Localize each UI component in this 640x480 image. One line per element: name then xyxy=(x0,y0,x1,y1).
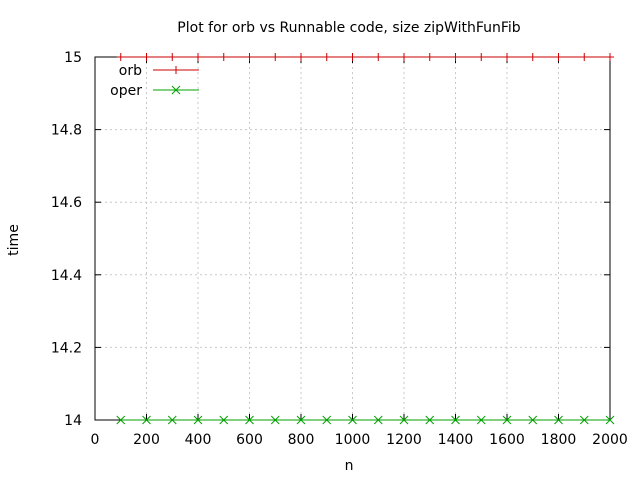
x-axis-label: n xyxy=(345,458,354,474)
series-orb-point xyxy=(168,53,177,61)
y-tick-label: 14 xyxy=(64,413,82,429)
x-tick-label: 600 xyxy=(236,432,263,448)
series-oper-point xyxy=(528,415,538,425)
x-tick-label: 200 xyxy=(133,432,160,448)
series-oper-point xyxy=(554,415,563,425)
grid xyxy=(95,57,610,420)
series-oper-point xyxy=(476,415,486,425)
x-tick-label: 400 xyxy=(185,432,212,448)
series-orb-point xyxy=(580,53,589,61)
legend: orb oper xyxy=(110,63,199,99)
series-orb-point xyxy=(503,53,511,61)
series-orb xyxy=(116,53,614,61)
chart-title: Plot for orb vs Runnable code, size zipW… xyxy=(177,20,520,36)
x-tick-label: 0 xyxy=(91,432,100,448)
legend-label-orb: orb xyxy=(119,63,142,79)
series-oper xyxy=(116,415,615,425)
series-oper-point xyxy=(322,415,332,425)
series-oper-point xyxy=(142,415,151,425)
series-oper-point xyxy=(605,415,615,425)
series-orb-point xyxy=(245,53,254,61)
y-tick-label: 14.4 xyxy=(51,268,82,284)
x-tick-label: 1600 xyxy=(489,432,525,448)
series-oper-point xyxy=(451,415,460,425)
series-oper-point xyxy=(579,415,589,425)
series-oper-point xyxy=(245,415,254,425)
series-orb-point xyxy=(606,53,614,61)
tick-labels: 0 200 400 600 800 1000 1200 1400 1600 1800 2000 14 1… xyxy=(51,50,628,448)
legend-marker-orb xyxy=(172,66,180,74)
series-orb-point xyxy=(194,53,202,61)
y-tick-label: 14.2 xyxy=(51,340,82,356)
series-oper-point xyxy=(270,415,280,425)
legend-label-oper: oper xyxy=(110,83,142,99)
series-oper-point xyxy=(502,415,512,425)
x-tick-label: 1200 xyxy=(386,432,422,448)
series-oper-point xyxy=(373,415,383,425)
series-orb-point xyxy=(528,53,537,61)
series-orb-point xyxy=(477,53,486,61)
series-layer xyxy=(116,53,615,425)
series-oper-point xyxy=(193,415,203,425)
series-oper-point xyxy=(348,415,357,425)
series-oper-point xyxy=(116,415,126,425)
series-orb-point xyxy=(142,53,151,61)
series-orb-point xyxy=(297,53,305,61)
series-orb-point xyxy=(219,53,228,61)
y-tick-label: 15 xyxy=(64,50,82,66)
x-tick-label: 1800 xyxy=(541,432,577,448)
series-oper-point xyxy=(296,415,306,425)
series-orb-point xyxy=(348,53,357,61)
legend-marker-oper xyxy=(171,85,181,95)
series-orb-point xyxy=(425,53,434,61)
series-oper-point xyxy=(219,415,229,425)
series-oper-point xyxy=(399,415,409,425)
series-orb-point xyxy=(554,53,563,61)
x-tick-label: 1400 xyxy=(438,432,474,448)
y-axis-label: time xyxy=(6,224,22,256)
series-orb-point xyxy=(400,53,408,61)
series-orb-point xyxy=(322,53,331,61)
series-orb-point xyxy=(271,53,280,61)
series-orb-point xyxy=(451,53,460,61)
series-orb-point xyxy=(374,53,383,61)
y-tick-label: 14.8 xyxy=(51,123,82,139)
y-tick-label: 14.6 xyxy=(51,195,82,211)
series-oper-point xyxy=(425,415,435,425)
series-oper-point xyxy=(167,415,177,425)
x-tick-label: 2000 xyxy=(592,432,628,448)
x-tick-label: 800 xyxy=(288,432,315,448)
x-tick-label: 1000 xyxy=(335,432,371,448)
series-orb-point xyxy=(116,53,125,61)
